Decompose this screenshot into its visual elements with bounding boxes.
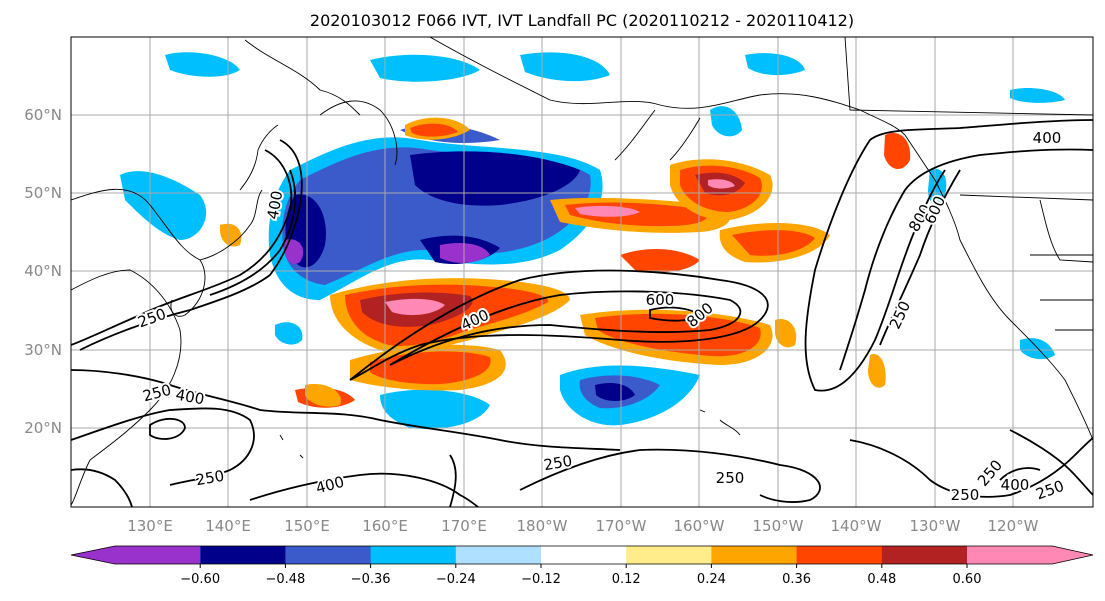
lon-label: 130°W [910, 517, 961, 535]
lat-label: 50°N [24, 184, 62, 202]
colorbar-segment [796, 546, 883, 564]
colorbar-segment [455, 546, 542, 564]
colorbar-tick-label: −0.24 [436, 572, 476, 587]
ivt-shading [120, 52, 1065, 430]
colorbar-segment [881, 546, 968, 564]
lon-label: 150°E [284, 517, 330, 535]
lon-label: 160°W [674, 517, 725, 535]
contour-label: 400 [174, 386, 205, 409]
lon-label: 130°E [127, 517, 173, 535]
contour-label: 250 [716, 469, 745, 487]
lon-label: 140°W [831, 517, 882, 535]
colorbar-tick-label: 0.60 [953, 572, 982, 587]
contour-label: 400 [1001, 476, 1030, 494]
colorbar-tick-label: 0.12 [612, 572, 641, 587]
colorbar-segment [285, 546, 372, 564]
lon-label: 170°W [596, 517, 647, 535]
lat-label: 60°N [24, 106, 62, 124]
latitude-labels: 60°N 50°N 40°N 30°N 20°N [24, 106, 62, 437]
colorbar-segment [370, 546, 457, 564]
lon-label: 160°E [362, 517, 408, 535]
colorbar-segment [200, 546, 286, 564]
contour-label: 250 [542, 452, 573, 475]
contour-label: 400 [1033, 129, 1062, 147]
colorbar-tick-label: −0.60 [180, 572, 220, 587]
contour-label: 400 [264, 189, 287, 220]
longitude-labels: 130°E 140°E 150°E 160°E 170°E 180°W 170°… [127, 517, 1038, 535]
colorbar-segment [711, 546, 798, 564]
contour-label: 250 [951, 486, 980, 504]
colorbar-segment [541, 546, 627, 564]
colorbar-tick-label: −0.48 [265, 572, 305, 587]
lat-label: 40°N [24, 262, 62, 280]
colorbar: −0.60 −0.48 −0.36 −0.24 −0.12 0.12 0.24 0.36 0.4… [70, 545, 1094, 587]
lon-label: 140°E [205, 517, 251, 535]
lon-label: 170°E [441, 517, 487, 535]
map-title: 2020103012 F066 IVT, IVT Landfall PC (20… [310, 11, 854, 30]
lon-label: 120°W [988, 517, 1039, 535]
colorbar-outline [70, 545, 1094, 565]
lat-label: 30°N [24, 341, 62, 359]
colorbar-tick-label: −0.12 [521, 572, 561, 587]
ivt-contours [71, 119, 1093, 507]
colorbar-tick-label: 0.48 [867, 572, 896, 587]
colorbar-tick-label: 0.36 [782, 572, 811, 587]
coastlines [71, 37, 1093, 506]
lon-label: 180°W [517, 517, 568, 535]
lat-label: 20°N [24, 419, 62, 437]
colorbar-tick-label: −0.36 [351, 572, 391, 587]
colorbar-tick-label: 0.24 [697, 572, 726, 587]
colorbar-segment [71, 546, 201, 564]
contour-label: 600 [646, 291, 675, 309]
colorbar-segment [626, 546, 712, 564]
colorbar-segment [967, 546, 1093, 564]
map-frame [70, 36, 1094, 508]
lon-label: 150°W [753, 517, 804, 535]
